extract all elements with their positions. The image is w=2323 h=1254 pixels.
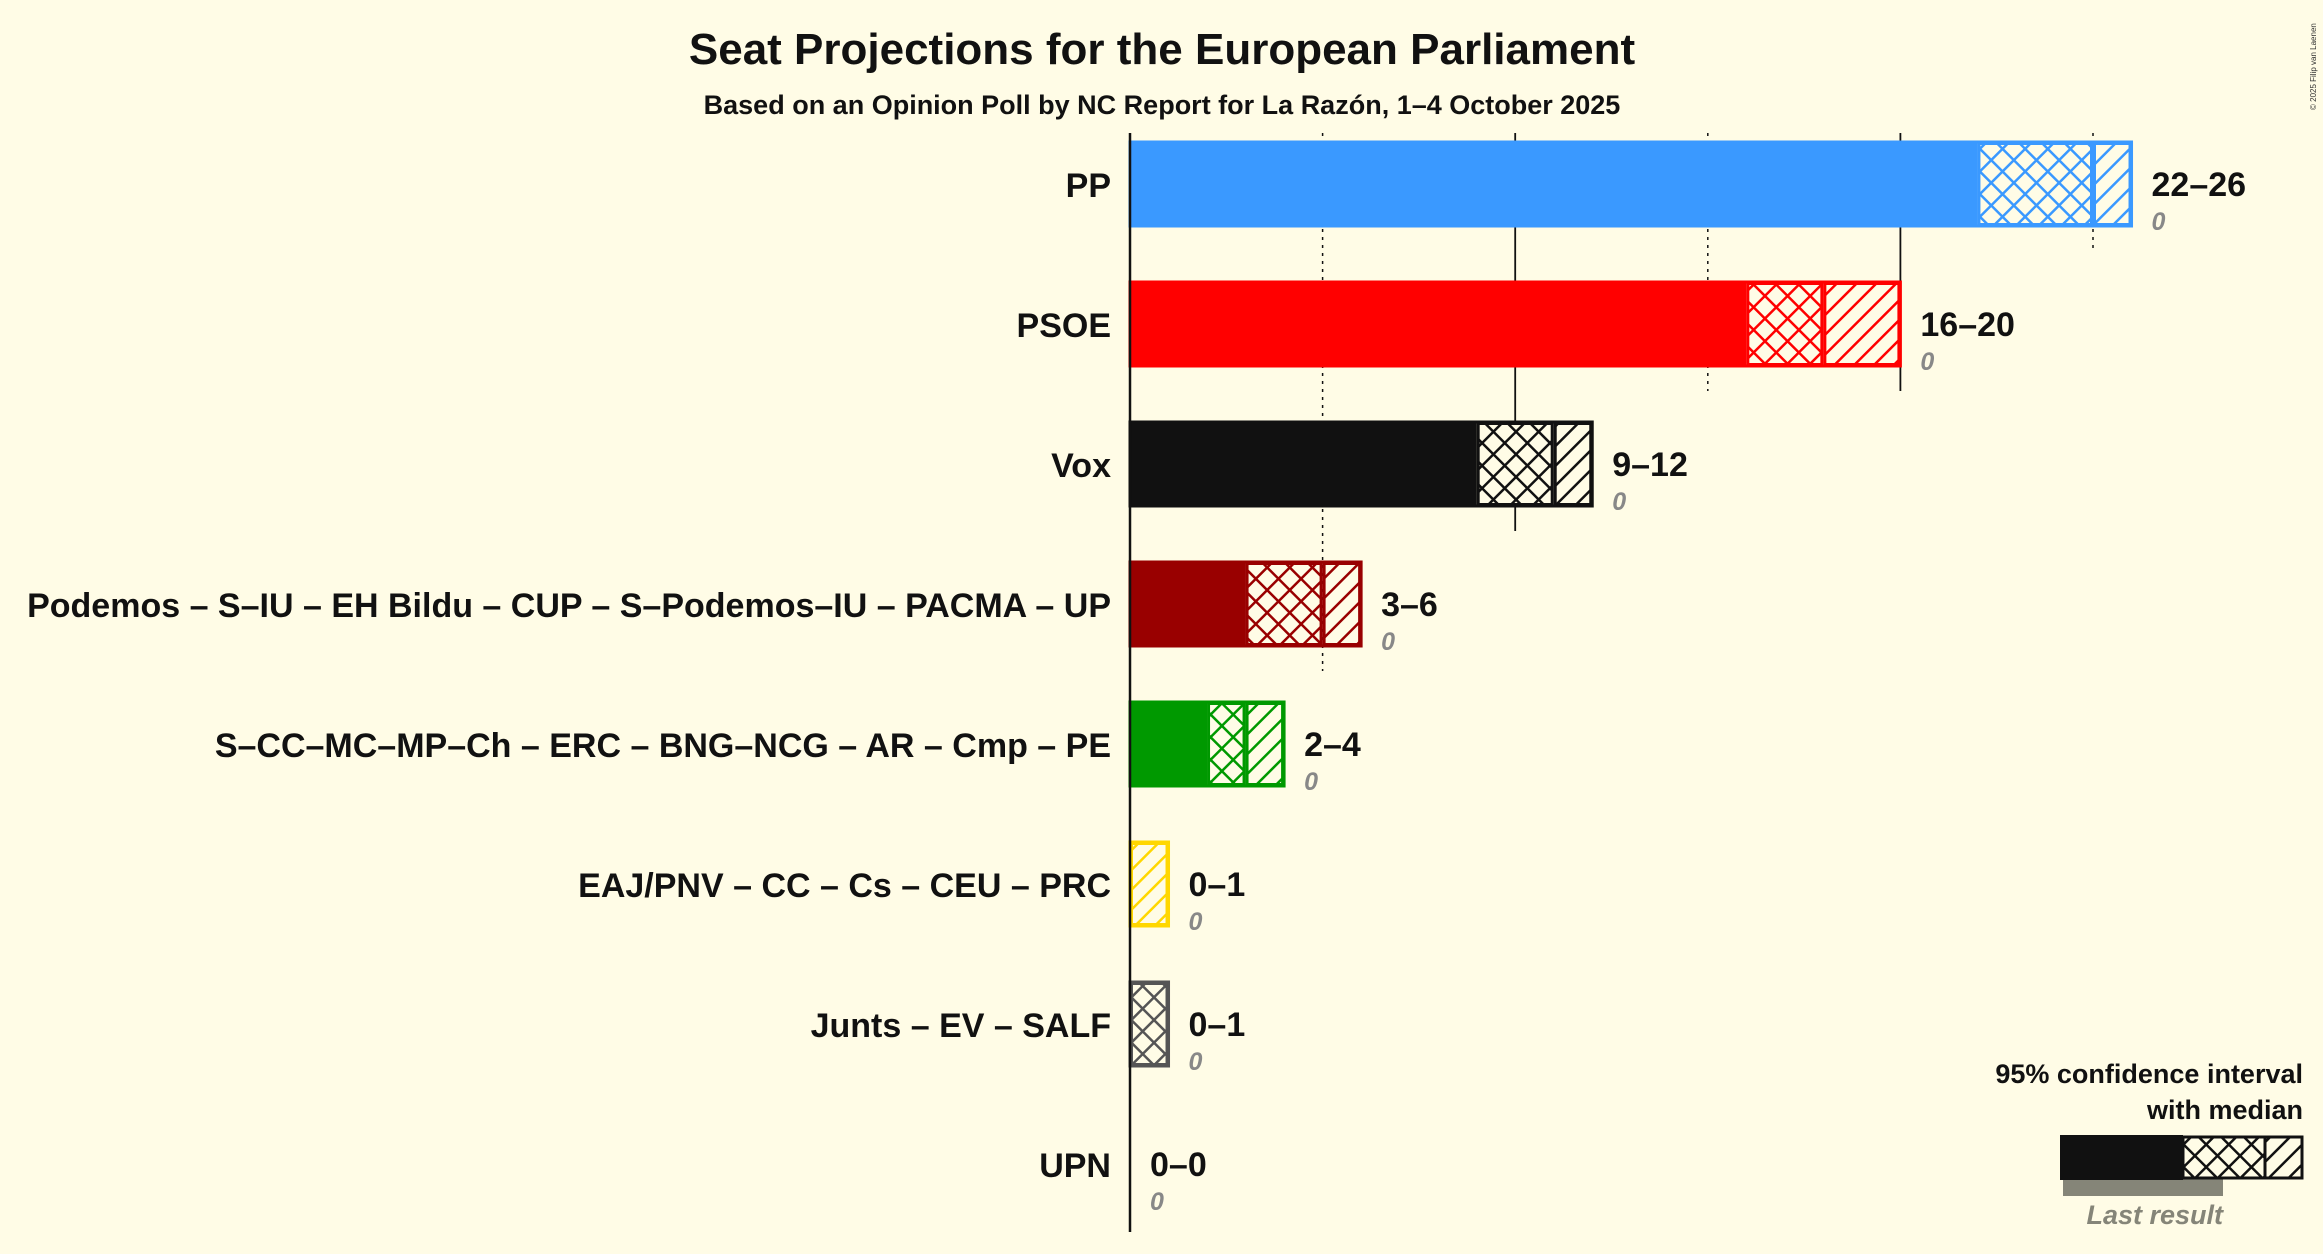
chart-title: Seat Projections for the European Parlia… bbox=[689, 25, 1636, 74]
bar-crosshatch-segment bbox=[1977, 142, 2093, 226]
last-result-label: 0 bbox=[1612, 488, 1626, 516]
bar-solid-segment bbox=[1130, 702, 1208, 786]
bar-solid-segment bbox=[1130, 562, 1246, 646]
range-label: 2–4 bbox=[1304, 726, 1361, 764]
bar-diagonal-segment bbox=[1322, 562, 1362, 646]
range-label: 0–1 bbox=[1189, 866, 1246, 904]
party-label: PP bbox=[1066, 167, 1111, 205]
legend-line-2: with median bbox=[2146, 1095, 2303, 1125]
bar-diagonal-segment bbox=[2093, 142, 2132, 226]
last-result-label: 0 bbox=[1920, 348, 1934, 376]
legend: 95% confidence interval with median Last… bbox=[1995, 1059, 2304, 1230]
bar-diagonal-segment bbox=[1553, 422, 1593, 506]
party-label: UPN bbox=[1039, 1147, 1111, 1185]
bar-diagonal-segment bbox=[1823, 282, 1901, 366]
legend-diagonal-segment bbox=[2263, 1135, 2304, 1180]
range-label: 22–26 bbox=[2152, 166, 2247, 204]
last-result-label: 0 bbox=[1189, 908, 1203, 936]
last-result-label: 0 bbox=[1381, 628, 1395, 656]
party-label: Vox bbox=[1051, 447, 1111, 485]
range-label: 3–6 bbox=[1381, 586, 1438, 624]
last-result-label: 0 bbox=[2152, 208, 2166, 236]
legend-last-result-bar bbox=[2063, 1178, 2223, 1196]
bar-crosshatch-segment bbox=[1746, 282, 1824, 366]
range-label: 0–1 bbox=[1189, 1006, 1246, 1044]
range-label: 9–12 bbox=[1612, 446, 1688, 484]
chart-subtitle: Based on an Opinion Poll by NC Report fo… bbox=[704, 90, 1621, 120]
party-row: PP 22–26 0 bbox=[1066, 140, 2247, 236]
legend-line-1: 95% confidence interval bbox=[1995, 1059, 2303, 1089]
party-row: UPN 0–0 0 bbox=[1039, 1146, 1207, 1216]
legend-last-result-label: Last result bbox=[2086, 1200, 2224, 1230]
bar-crosshatch-segment bbox=[1207, 702, 1246, 786]
bar-crosshatch-segment bbox=[1476, 422, 1554, 506]
bar-diagonal-segment bbox=[1130, 842, 1169, 926]
legend-solid-segment bbox=[2060, 1135, 2183, 1180]
last-result-label: 0 bbox=[1189, 1048, 1203, 1076]
party-label: PSOE bbox=[1017, 307, 1111, 345]
party-row: EAJ/PNV – CC – Cs – CEU – PRC 0–1 0 bbox=[578, 840, 1246, 936]
range-label: 0–0 bbox=[1150, 1146, 1207, 1184]
legend-crosshatch-segment bbox=[2181, 1135, 2267, 1180]
bars: PP 22–26 0 PSOE 16–20 0 Vox 9–12 0 Podemos – S–IU… bbox=[27, 140, 2247, 1216]
party-label: Junts – EV – SALF bbox=[811, 1007, 1111, 1045]
party-label: Podemos – S–IU – EH Bildu – CUP – S–Pode… bbox=[27, 587, 1111, 625]
party-row: Vox 9–12 0 bbox=[1051, 420, 1688, 516]
party-row: S–CC–MC–MP–Ch – ERC – BNG–NCG – AR – Cmp… bbox=[215, 700, 1361, 796]
party-label: EAJ/PNV – CC – Cs – CEU – PRC bbox=[578, 867, 1111, 905]
range-label: 16–20 bbox=[1920, 306, 2015, 344]
party-row: Podemos – S–IU – EH Bildu – CUP – S–Pode… bbox=[27, 560, 1438, 656]
bar-crosshatch-segment bbox=[1245, 562, 1323, 646]
party-row: Junts – EV – SALF 0–1 0 bbox=[811, 980, 1246, 1076]
last-result-label: 0 bbox=[1150, 1188, 1164, 1216]
party-row: PSOE 16–20 0 bbox=[1017, 280, 2015, 376]
bar-solid-segment bbox=[1130, 142, 1978, 226]
party-label: S–CC–MC–MP–Ch – ERC – BNG–NCG – AR – Cmp… bbox=[215, 727, 1111, 765]
bar-diagonal-segment bbox=[1245, 702, 1285, 786]
bar-crosshatch-segment bbox=[1130, 982, 1169, 1066]
bar-solid-segment bbox=[1130, 282, 1747, 366]
last-result-label: 0 bbox=[1304, 768, 1318, 796]
bar-solid-segment bbox=[1130, 422, 1477, 506]
copyright-note: © 2025 Filip van Laenen bbox=[2309, 23, 2318, 110]
